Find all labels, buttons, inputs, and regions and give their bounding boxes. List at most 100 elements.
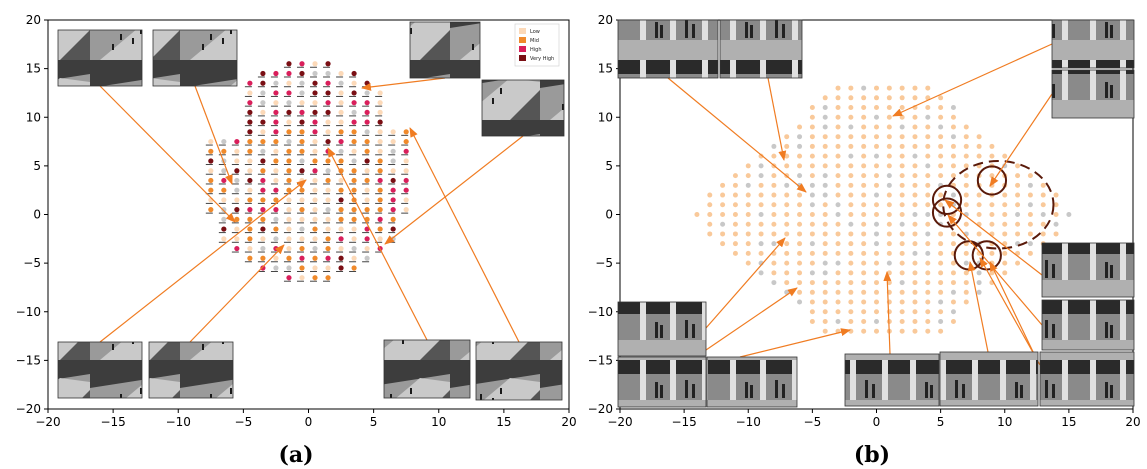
data-point (338, 187, 344, 193)
data-point (835, 299, 841, 305)
data-point-tick (283, 241, 291, 243)
data-point (247, 207, 253, 213)
data-point (912, 163, 918, 169)
data-point (260, 90, 266, 96)
data-point (912, 260, 918, 266)
data-point (925, 105, 931, 111)
data-point (950, 114, 956, 120)
data-point (835, 124, 841, 130)
data-point (848, 260, 854, 266)
data-point (312, 158, 318, 164)
data-point (809, 182, 815, 188)
data-point-tick (296, 105, 304, 107)
data-point (950, 231, 956, 237)
data-point (835, 105, 841, 111)
data-point (1015, 212, 1021, 217)
data-point (899, 241, 905, 247)
data-point (273, 197, 279, 203)
data-point (809, 134, 815, 140)
data-point (925, 318, 931, 324)
data-point (899, 153, 905, 159)
data-point (797, 280, 803, 286)
data-point-tick (388, 212, 396, 214)
data-point (989, 270, 995, 276)
data-point (848, 318, 854, 324)
data-point (299, 70, 305, 77)
data-point (1002, 231, 1008, 237)
data-point (822, 280, 828, 286)
data-point (247, 158, 253, 164)
data-point-tick (349, 86, 357, 88)
data-point (720, 202, 726, 208)
data-point (784, 192, 790, 198)
data-point (1015, 231, 1021, 237)
data-point (809, 212, 815, 217)
data-point (861, 134, 867, 140)
data-point (797, 163, 803, 169)
data-point (325, 100, 331, 106)
data-point (938, 241, 944, 247)
data-point-tick (231, 251, 239, 253)
y-tick-label: 0 (605, 208, 613, 222)
data-point (286, 177, 292, 184)
data-point (886, 192, 892, 198)
data-point (925, 221, 931, 227)
data-point (312, 255, 318, 261)
data-point (963, 182, 969, 188)
data-point (707, 212, 713, 217)
data-point (848, 241, 854, 247)
data-point (835, 280, 841, 286)
data-point-tick (362, 173, 370, 175)
x-tick-label: −15 (100, 415, 125, 429)
data-point-tick (244, 115, 252, 117)
data-point (963, 143, 969, 149)
data-point-tick (270, 212, 278, 214)
data-point-tick (205, 144, 213, 146)
data-point (745, 241, 751, 247)
data-point (312, 265, 318, 271)
data-point (912, 299, 918, 305)
x-tick-label: 5 (937, 415, 945, 429)
data-point-tick (205, 183, 213, 185)
data-point (260, 158, 266, 164)
data-point-tick (283, 202, 291, 204)
data-point (912, 202, 918, 208)
data-point (976, 202, 982, 208)
data-point (861, 270, 867, 276)
data-point (390, 158, 396, 164)
data-point-tick (336, 251, 344, 253)
data-point-tick (205, 164, 213, 166)
data-point (822, 250, 828, 256)
data-point (732, 241, 738, 247)
data-point-tick (270, 202, 278, 204)
data-point (377, 119, 383, 125)
data-point (299, 236, 305, 242)
data-point (1015, 163, 1021, 169)
data-point (221, 216, 227, 222)
data-point (720, 231, 726, 237)
data-point (950, 299, 956, 305)
data-point (822, 289, 828, 295)
data-point-tick (362, 183, 370, 185)
data-point (286, 255, 292, 261)
data-point-tick (362, 261, 370, 263)
data-point (390, 168, 396, 174)
pointer-arrow (944, 199, 1043, 276)
x-tick-label: −15 (671, 415, 696, 429)
data-point (286, 197, 292, 203)
data-point-tick (349, 241, 357, 243)
data-point (208, 168, 214, 174)
data-point (338, 138, 344, 145)
data-point (299, 168, 305, 174)
data-point (938, 250, 944, 256)
data-point (912, 182, 918, 188)
data-point (925, 280, 931, 286)
data-point-tick (349, 154, 357, 156)
data-point-tick (270, 183, 278, 185)
data-point (234, 236, 240, 242)
data-point (273, 80, 279, 86)
data-point (899, 85, 905, 91)
data-point (286, 70, 292, 77)
data-point-tick (388, 222, 396, 224)
data-point (273, 138, 279, 145)
